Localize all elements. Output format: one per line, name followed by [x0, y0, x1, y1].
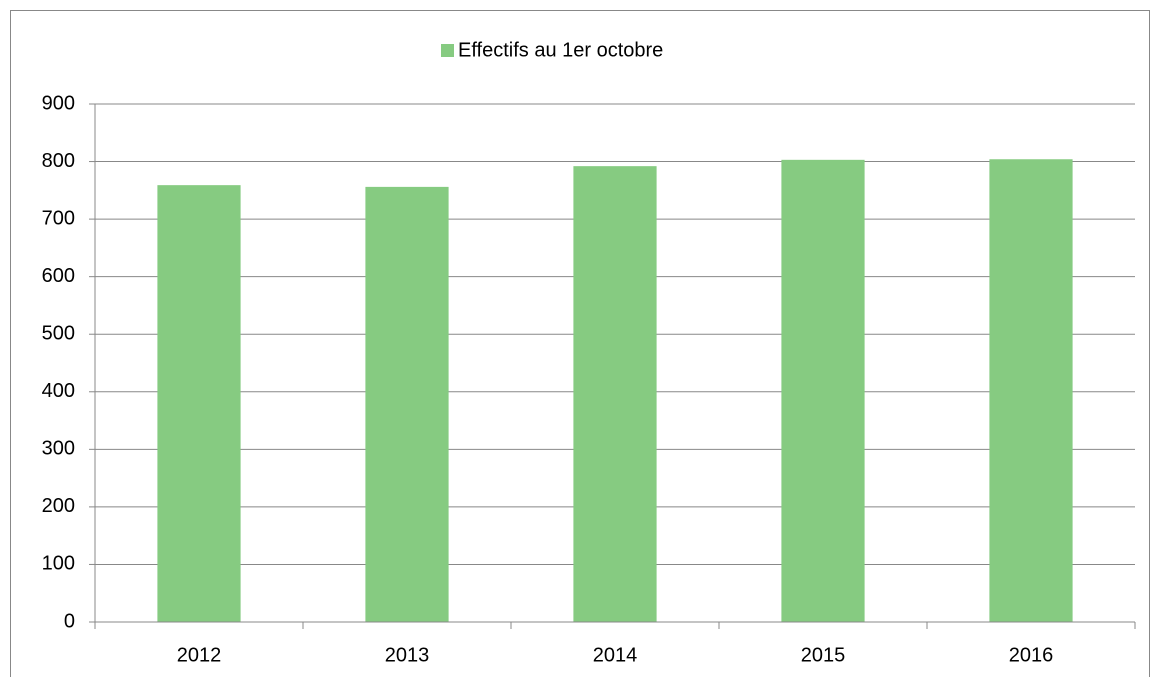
y-tick-label: 700 — [42, 207, 75, 229]
y-tick-label: 500 — [42, 323, 75, 345]
bar — [365, 186, 449, 622]
bar — [989, 159, 1073, 622]
x-tick-label: 2013 — [385, 644, 430, 666]
y-tick-label: 800 — [42, 150, 75, 172]
legend-swatch — [441, 44, 454, 57]
bar — [781, 159, 865, 622]
bar — [573, 166, 657, 622]
y-tick-label: 0 — [64, 610, 75, 632]
y-tick-label: 100 — [42, 553, 75, 575]
y-tick-label: 900 — [42, 92, 75, 114]
y-tick-label: 600 — [42, 265, 75, 287]
x-tick-label: 2015 — [801, 644, 846, 666]
y-tick-label: 400 — [42, 380, 75, 402]
x-tick-label: 2012 — [177, 644, 222, 666]
x-tick-label: 2014 — [593, 644, 638, 666]
y-tick-label: 300 — [42, 438, 75, 460]
bar — [157, 185, 241, 623]
x-tick-label: 2016 — [1009, 644, 1054, 666]
y-tick-label: 200 — [42, 495, 75, 517]
legend-label: Effectifs au 1er octobre — [458, 39, 663, 61]
